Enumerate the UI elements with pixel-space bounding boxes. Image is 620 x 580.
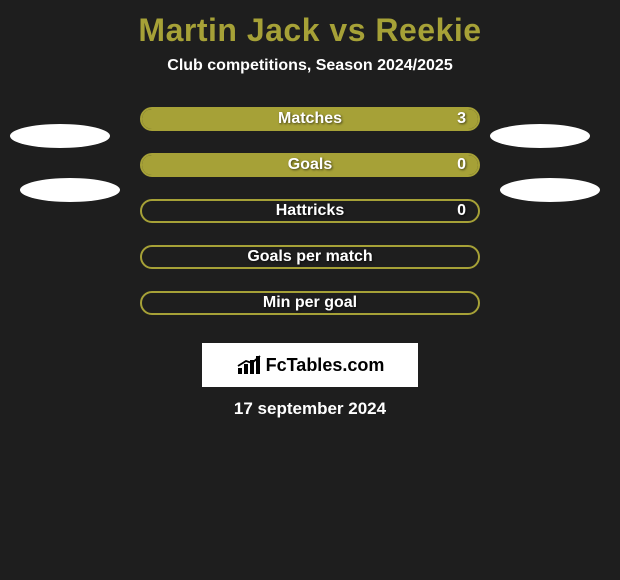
brand-text: FcTables.com [266,355,385,376]
brand-chart-icon [236,354,262,376]
decorative-ellipse [490,124,590,148]
subtitle: Club competitions, Season 2024/2025 [0,57,620,75]
stat-row: Min per goal [0,287,620,319]
root-container: Martin Jack vs Reekie Club competitions,… [0,0,620,580]
page-title: Martin Jack vs Reekie [0,12,620,49]
decorative-ellipse [500,178,600,202]
stat-row: Goals per match [0,241,620,273]
decorative-ellipse [20,178,120,202]
stat-bar-fill [142,109,478,129]
stat-row: Goals0 [0,149,620,181]
stat-bar-track [140,107,480,131]
brand-badge: FcTables.com [202,343,418,387]
decorative-ellipse [10,124,110,148]
stat-bar-track [140,153,480,177]
stat-bar-track [140,245,480,269]
stat-bar-fill [142,155,478,175]
date-text: 17 september 2024 [0,399,620,419]
stat-bar-track [140,199,480,223]
stat-bar-track [140,291,480,315]
